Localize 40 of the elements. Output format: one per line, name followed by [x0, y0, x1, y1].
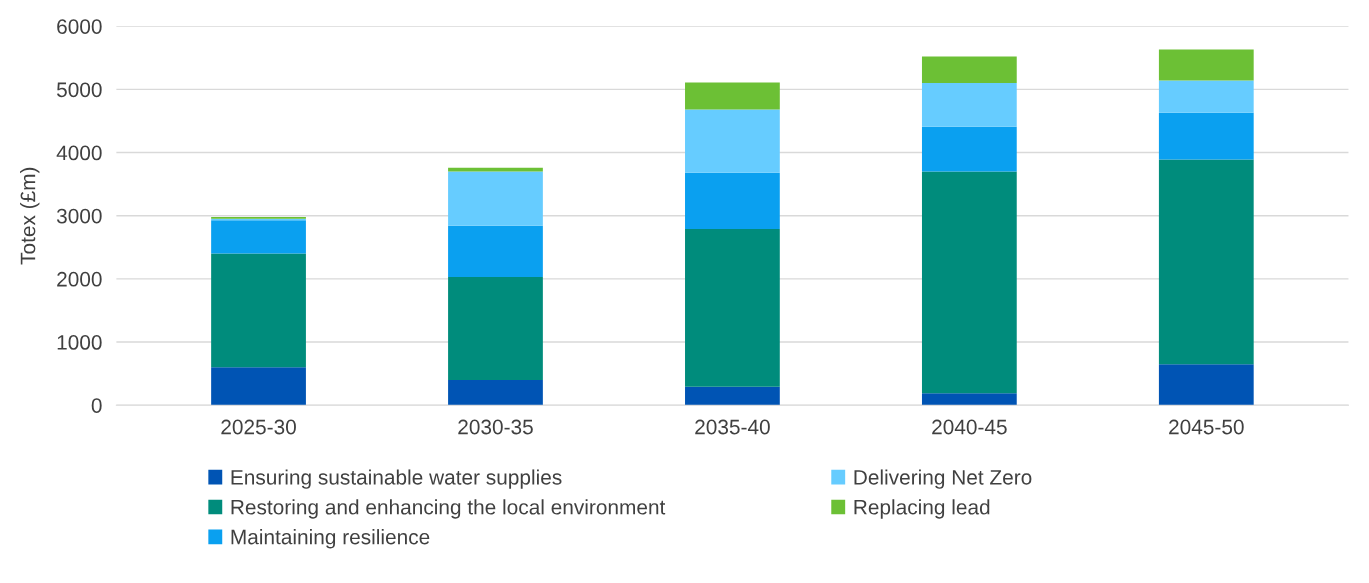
x-tick-label: 2025-30	[221, 419, 296, 435]
bar	[1158, 159, 1254, 365]
bar	[211, 253, 306, 368]
bar	[1158, 112, 1254, 160]
legend-label: Maintaining resilience	[231, 529, 430, 549]
y-tick-label: 4000	[56, 145, 102, 161]
bar	[685, 109, 780, 173]
x-tick-label: 2030-35	[458, 419, 533, 435]
x-tick-label: 2040-45	[932, 419, 1007, 435]
bar	[1158, 80, 1254, 113]
bar	[1158, 364, 1254, 406]
y-tick-label: 5000	[56, 82, 102, 98]
legend-label: Restoring and enhancing the local environment	[231, 499, 666, 519]
bar	[921, 83, 1017, 127]
bar	[448, 171, 543, 226]
bar	[921, 171, 1017, 394]
y-axis-title: Totex (£m)	[20, 167, 40, 265]
bar	[685, 386, 780, 406]
y-tick-label: 0	[91, 398, 102, 413]
x-tick-label: 2045-50	[1169, 419, 1244, 435]
bar	[921, 126, 1017, 172]
legend-label: Delivering Net Zero	[854, 469, 1032, 489]
legend-label: Replacing lead	[854, 499, 990, 519]
y-tick-label: 3000	[56, 208, 102, 224]
y-tick-label: 6000	[57, 19, 102, 34]
bar	[211, 367, 306, 406]
y-tick-label: 2000	[57, 271, 102, 287]
bar	[685, 172, 780, 229]
bar	[685, 228, 780, 387]
bar	[448, 379, 543, 406]
bar	[921, 393, 1017, 406]
y-tick-label: 1000	[57, 335, 102, 350]
bar	[921, 56, 1017, 84]
x-tick-label: 2035-40	[695, 419, 770, 435]
bar	[211, 220, 306, 254]
bar	[448, 225, 543, 277]
legend-label: Ensuring sustainable water supplies	[231, 469, 562, 489]
bar	[685, 82, 780, 110]
bar	[1158, 49, 1254, 81]
bar	[448, 276, 543, 380]
